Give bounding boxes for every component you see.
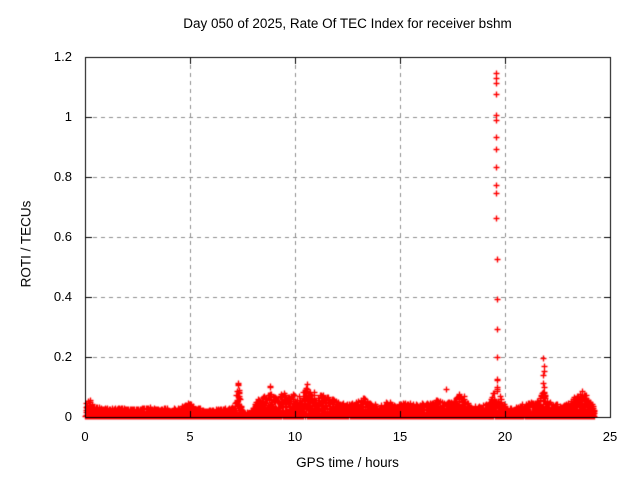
x-tick-label-20: 20: [497, 429, 513, 444]
y-tick-label-0.4: 0.4: [53, 289, 72, 304]
x-tick-label-0: 0: [81, 429, 89, 444]
chart-title: Day 050 of 2025, Rate Of TEC Index for r…: [183, 16, 512, 31]
y-tick-label-1.2: 1.2: [53, 49, 72, 64]
x-tick-label-15: 15: [392, 429, 408, 444]
y-tick-label-0.8: 0.8: [53, 169, 72, 184]
y-tick-label-0.2: 0.2: [53, 349, 72, 364]
y-tick-label-0.6: 0.6: [53, 229, 72, 244]
x-tick-label-25: 25: [602, 429, 618, 444]
x-tick-label-10: 10: [287, 429, 303, 444]
y-tick-label-1: 1: [64, 109, 72, 124]
x-axis-label: GPS time / hours: [296, 455, 399, 470]
y-axis-label: ROTI / TECUs: [18, 200, 34, 288]
y-tick-label-0: 0: [64, 409, 72, 424]
x-tick-label-5: 5: [186, 429, 194, 444]
